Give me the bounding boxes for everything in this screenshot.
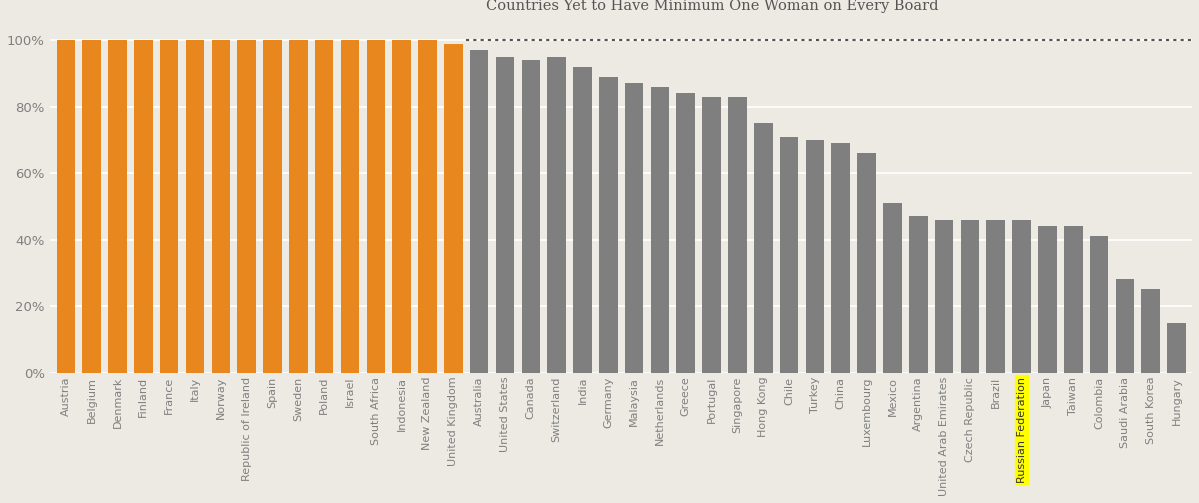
Bar xyxy=(909,216,928,373)
Bar xyxy=(703,97,721,373)
Bar xyxy=(573,67,592,373)
Bar xyxy=(754,123,772,373)
Bar xyxy=(108,40,127,373)
Bar xyxy=(547,57,566,373)
Bar xyxy=(367,40,385,373)
Bar xyxy=(134,40,152,373)
Bar xyxy=(264,40,282,373)
Bar xyxy=(289,40,308,373)
Text: Countries Yet to Have Minimum One Woman on Every Board: Countries Yet to Have Minimum One Woman … xyxy=(486,0,939,13)
Bar xyxy=(1064,226,1083,373)
Bar xyxy=(831,143,850,373)
Bar xyxy=(1141,289,1159,373)
Bar xyxy=(676,94,695,373)
Bar xyxy=(444,43,463,373)
Bar xyxy=(315,40,333,373)
Bar xyxy=(1038,226,1056,373)
Bar xyxy=(186,40,204,373)
Bar xyxy=(392,40,411,373)
Bar xyxy=(1012,220,1031,373)
Bar xyxy=(600,77,617,373)
Bar xyxy=(884,203,902,373)
Bar xyxy=(728,97,747,373)
Bar xyxy=(857,153,876,373)
Bar xyxy=(211,40,230,373)
Bar xyxy=(1090,236,1108,373)
Bar xyxy=(159,40,179,373)
Bar xyxy=(56,40,76,373)
Bar xyxy=(418,40,436,373)
Bar xyxy=(495,57,514,373)
Bar xyxy=(83,40,101,373)
Bar xyxy=(935,220,953,373)
Bar xyxy=(987,220,1005,373)
Bar xyxy=(470,50,488,373)
Bar xyxy=(651,87,669,373)
Bar xyxy=(779,136,799,373)
Bar xyxy=(625,83,644,373)
Bar xyxy=(237,40,255,373)
Bar xyxy=(806,140,824,373)
Bar xyxy=(1168,322,1186,373)
Bar xyxy=(522,60,540,373)
Bar xyxy=(960,220,980,373)
Bar xyxy=(1115,280,1134,373)
Bar xyxy=(341,40,360,373)
